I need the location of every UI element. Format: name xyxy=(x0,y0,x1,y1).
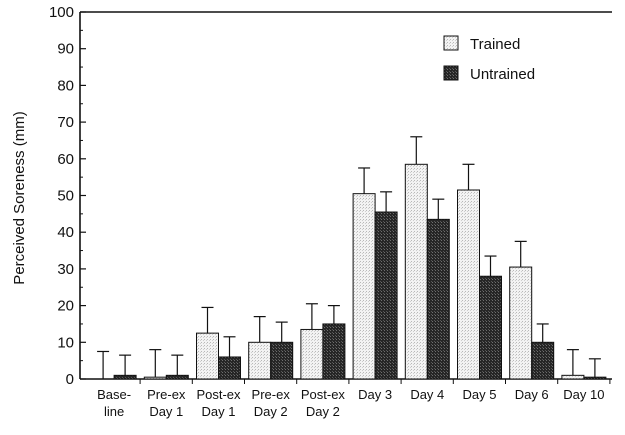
legend-swatch-untrained xyxy=(444,66,458,80)
x-tick-label: Post-ex xyxy=(196,387,241,402)
bars xyxy=(92,137,606,379)
y-tick-label: 40 xyxy=(57,224,74,241)
bar-untrained xyxy=(114,375,136,379)
x-tick-label: Post-ex xyxy=(301,387,346,402)
bar-untrained xyxy=(480,276,502,379)
bar-trained xyxy=(458,190,480,379)
y-tick-label: 90 xyxy=(57,41,74,58)
bar-trained xyxy=(353,194,375,379)
bar-trained xyxy=(405,164,427,379)
y-tick-label: 80 xyxy=(57,77,74,94)
x-tick-label: Day 10 xyxy=(563,387,604,402)
x-tick-label: Day 2 xyxy=(306,404,340,419)
y-tick-label: 50 xyxy=(57,188,74,205)
x-tick-label: Day 4 xyxy=(410,387,444,402)
x-tick-label: Day 1 xyxy=(149,404,183,419)
bar-untrained xyxy=(271,342,293,379)
category-labels: Base-line Pre-ex Day 1 Post-ex Day 1 Pre-ex Da… xyxy=(97,387,604,419)
bar-untrained xyxy=(427,219,449,379)
y-tick-label: 20 xyxy=(57,298,74,315)
bar-untrained xyxy=(375,212,397,379)
bar-untrained xyxy=(166,375,188,379)
bar-trained xyxy=(301,329,323,379)
bar-trained xyxy=(249,342,271,379)
bar-trained xyxy=(562,375,584,379)
y-tick-label: 10 xyxy=(57,334,74,351)
x-tick-label: Day 5 xyxy=(463,387,497,402)
y-tick-label: 70 xyxy=(57,114,74,131)
y-tick-label: 60 xyxy=(57,151,74,168)
x-tick-label: Day 3 xyxy=(358,387,392,402)
x-tick-label: Day 2 xyxy=(254,404,288,419)
x-tick-label: Day 1 xyxy=(202,404,236,419)
y-tick-label: 100 xyxy=(49,4,74,21)
bar-trained xyxy=(144,377,166,379)
bar-untrained xyxy=(323,324,345,379)
legend-label-trained: Trained xyxy=(470,36,520,53)
y-axis-label: Perceived Soreness (mm) xyxy=(11,111,28,284)
bar-untrained xyxy=(532,342,554,379)
bar-trained xyxy=(197,333,219,379)
x-tick-label: Base- xyxy=(97,387,131,402)
bar-untrained xyxy=(584,377,606,379)
bar-trained xyxy=(510,267,532,379)
legend-swatch-trained xyxy=(444,36,458,50)
legend-label-untrained: Untrained xyxy=(470,66,535,83)
x-tick-label: line xyxy=(104,404,124,419)
x-tick-label: Pre-ex xyxy=(252,387,291,402)
bar-untrained xyxy=(219,357,241,379)
y-tick-label: 30 xyxy=(57,261,74,278)
x-tick-label: Pre-ex xyxy=(147,387,186,402)
x-tick-label: Day 6 xyxy=(515,387,549,402)
y-tick-label: 0 xyxy=(66,371,74,388)
legend: Trained Untrained xyxy=(444,36,535,83)
